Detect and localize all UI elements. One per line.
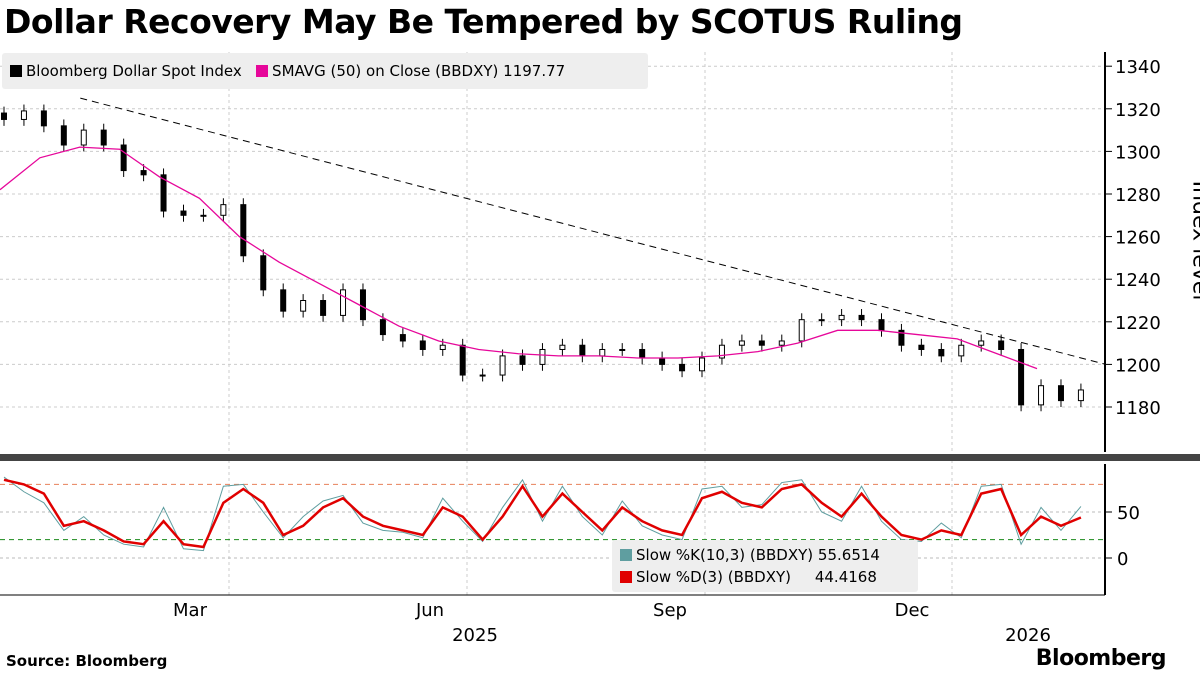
candle-body	[379, 319, 386, 336]
candle-body	[798, 319, 805, 342]
candle-body	[699, 357, 706, 372]
y-tick-label: 1260	[1115, 228, 1161, 249]
candle-body	[220, 204, 227, 216]
candle-body	[679, 363, 686, 372]
y-tick-label: 1340	[1115, 57, 1161, 78]
candle-body	[20, 110, 27, 120]
candle-body	[80, 129, 87, 146]
candle-body	[738, 340, 745, 346]
candle-body	[100, 129, 107, 146]
candle-body	[260, 255, 267, 291]
candle-body	[1057, 385, 1064, 402]
x-year-label: 2025	[452, 625, 498, 646]
legend-item-d: Slow %D(3) (BBDXY) 44.4168	[620, 566, 910, 588]
candle-body	[878, 319, 885, 331]
candle-body	[539, 348, 546, 365]
candle-body	[938, 348, 945, 357]
slow-d-line	[3, 478, 1082, 549]
y-tick-label: 1200	[1115, 355, 1161, 376]
y-tick-label: 1280	[1115, 185, 1161, 206]
candle-body	[499, 355, 506, 376]
candle-body	[818, 319, 825, 322]
candle-body	[180, 210, 187, 216]
x-tick-label: Jun	[415, 600, 444, 621]
candle-body	[579, 344, 586, 357]
panel-divider	[0, 454, 1200, 461]
y-tick-label: 0	[1117, 549, 1128, 570]
candle-body	[639, 348, 646, 359]
y-tick-label: 1300	[1115, 142, 1161, 163]
x-tick-label: Dec	[895, 600, 930, 621]
candle-body	[619, 348, 626, 351]
candle-body	[200, 214, 207, 217]
y-tick-label: 1220	[1115, 313, 1161, 334]
y-tick-label: 1320	[1115, 100, 1161, 121]
sma-line	[0, 146, 1038, 370]
candle-body	[838, 314, 845, 321]
candle-body	[240, 204, 247, 257]
candle-body	[758, 340, 765, 346]
candle-body	[998, 340, 1005, 350]
legend-item-k: Slow %K(10,3) (BBDXY) 55.6514	[620, 544, 910, 566]
y-tick-label: 50	[1117, 503, 1140, 524]
candle-body	[898, 329, 905, 346]
candle-body	[519, 355, 526, 365]
candle-body	[40, 110, 47, 127]
candle-body	[1077, 389, 1084, 402]
x-year-label: 2026	[1005, 625, 1051, 646]
candle-body	[659, 357, 666, 365]
legend-item-index: Bloomberg Dollar Spot Index	[10, 62, 242, 80]
source-note: Source: Bloomberg	[6, 652, 168, 670]
candle-body	[320, 300, 327, 316]
candle-body	[359, 289, 366, 321]
candle-body	[439, 344, 446, 350]
candle-body	[718, 344, 725, 359]
candle-body	[858, 314, 865, 321]
slow-k-line	[3, 476, 1082, 552]
x-tick-label: Sep	[653, 600, 687, 621]
candle-body	[140, 170, 147, 176]
candle-body	[120, 144, 127, 172]
candle-body	[340, 289, 347, 316]
candle-body	[1018, 348, 1025, 406]
y-axis-label: Index level	[1187, 180, 1200, 301]
candle-body	[399, 334, 406, 342]
candle-body	[1038, 385, 1045, 406]
candle-body	[599, 348, 606, 357]
trend-line	[80, 97, 1107, 365]
candle-body	[559, 344, 566, 350]
candle-body	[978, 340, 985, 346]
bloomberg-logo: Bloomberg	[1035, 646, 1167, 671]
candle-body	[280, 289, 287, 312]
candle-body	[958, 344, 965, 357]
chart-title: Dollar Recovery May Be Tempered by SCOTU…	[4, 2, 963, 41]
x-tick-label: Mar	[173, 600, 208, 621]
price-legend: Bloomberg Dollar Spot Index SMAVG (50) o…	[2, 53, 648, 89]
candle-body	[60, 125, 67, 146]
candle-body	[300, 300, 307, 312]
y-tick-label: 1180	[1115, 398, 1161, 419]
candle-body	[160, 174, 167, 212]
stochastic-legend: Slow %K(10,3) (BBDXY) 55.6514 Slow %D(3)…	[612, 540, 918, 592]
candle-body	[479, 374, 486, 377]
candle-body	[918, 344, 925, 350]
candle-body	[419, 340, 426, 350]
legend-item-sma: SMAVG (50) on Close (BBDXY) 1197.77	[256, 62, 565, 80]
candle-body	[1, 112, 7, 120]
candle-body	[459, 344, 466, 376]
y-tick-label: 1240	[1115, 270, 1161, 291]
candle-body	[778, 340, 785, 346]
